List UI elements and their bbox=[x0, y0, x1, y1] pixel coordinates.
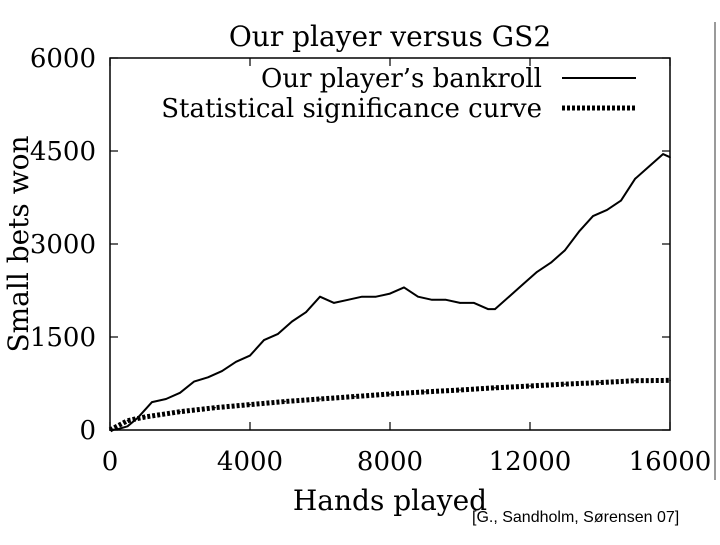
bankroll-point bbox=[417, 295, 419, 298]
y-tick-label: 1500 bbox=[30, 323, 96, 353]
bankroll-point bbox=[494, 308, 496, 310]
bankroll-point bbox=[249, 354, 251, 357]
significance-point bbox=[529, 385, 531, 387]
significance-point bbox=[389, 393, 391, 395]
significance-point bbox=[459, 389, 461, 391]
y-tick-label: 0 bbox=[79, 416, 96, 446]
legend-label-bankroll: Our player’s bankroll bbox=[261, 64, 542, 94]
bankroll-point bbox=[389, 292, 391, 295]
bankroll-point bbox=[648, 165, 650, 168]
bankroll-point bbox=[277, 333, 279, 335]
bankroll-point bbox=[165, 398, 167, 400]
bankroll-point bbox=[361, 295, 363, 298]
significance-point bbox=[424, 391, 426, 393]
bankroll-point bbox=[126, 425, 129, 428]
bankroll-point bbox=[291, 320, 293, 323]
bankroll-point bbox=[431, 299, 433, 301]
legend: Our player’s bankroll Statistical signif… bbox=[161, 64, 636, 124]
series-layer bbox=[108, 153, 671, 433]
y-tick-label: 3000 bbox=[30, 230, 96, 260]
bankroll-point bbox=[508, 295, 510, 298]
legend-label-significance: Statistical significance curve bbox=[161, 94, 542, 124]
bankroll-point bbox=[620, 199, 622, 202]
citation: [G., Sandholm, Sørensen 07] bbox=[472, 509, 680, 526]
significance-point bbox=[126, 419, 129, 422]
bankroll-point bbox=[263, 339, 265, 341]
significance-point bbox=[214, 406, 216, 409]
bankroll-point bbox=[522, 283, 524, 286]
y-tick-label: 6000 bbox=[30, 44, 96, 74]
series-line-bankroll bbox=[109, 153, 671, 431]
bankroll-point bbox=[578, 230, 580, 233]
bankroll-point bbox=[662, 153, 664, 155]
x-tick-label: 8000 bbox=[357, 447, 423, 477]
bankroll-point bbox=[564, 249, 566, 251]
chart-title: Our player versus GS2 bbox=[229, 20, 551, 53]
bankroll-point bbox=[305, 311, 307, 314]
significance-point bbox=[669, 379, 671, 382]
bankroll-point bbox=[151, 401, 153, 403]
significance-point bbox=[564, 383, 566, 385]
bankroll-point bbox=[221, 370, 223, 372]
significance-point bbox=[319, 398, 321, 400]
significance-point bbox=[284, 400, 286, 403]
bankroll-point bbox=[536, 271, 538, 273]
bankroll-point bbox=[347, 299, 349, 301]
bankroll-point bbox=[403, 286, 405, 289]
significance-point bbox=[599, 381, 601, 384]
bankroll-point bbox=[235, 361, 237, 363]
x-tick-label: 0 bbox=[102, 447, 119, 477]
bankroll-point bbox=[592, 215, 594, 217]
bankroll-point bbox=[634, 178, 636, 180]
significance-point bbox=[634, 379, 636, 382]
bankroll-point bbox=[473, 302, 475, 304]
significance-point bbox=[354, 395, 356, 398]
series-line-significance bbox=[108, 377, 671, 433]
bankroll-point bbox=[459, 302, 461, 304]
significance-point bbox=[179, 410, 181, 413]
x-tick-label: 12000 bbox=[489, 447, 572, 477]
significance-point bbox=[249, 403, 251, 406]
significance-point bbox=[494, 387, 496, 389]
x-tick-label: 16000 bbox=[629, 447, 712, 477]
bankroll-point bbox=[207, 376, 209, 379]
bankroll-point bbox=[333, 302, 335, 304]
bankroll-point bbox=[550, 261, 552, 264]
x-axis-label: Hands played bbox=[293, 484, 487, 517]
bankroll-point bbox=[179, 392, 181, 394]
significance-point bbox=[144, 416, 146, 418]
bankroll-point bbox=[319, 295, 321, 298]
y-tick-label: 4500 bbox=[30, 137, 96, 167]
bankroll-point bbox=[193, 380, 195, 383]
significance-point bbox=[109, 429, 111, 431]
bankroll-point bbox=[669, 156, 671, 158]
y-axis-label: Small bets won bbox=[2, 135, 35, 352]
bankroll-point bbox=[375, 295, 377, 298]
bankroll-point bbox=[487, 308, 489, 310]
right-edge-rule bbox=[714, 22, 716, 480]
x-tick-label: 4000 bbox=[217, 447, 283, 477]
bankroll-point bbox=[445, 299, 447, 301]
bankroll-point bbox=[606, 209, 608, 211]
axis-ticks: 0 4000 8000 12000 16000 0 1500 3000 4500 6000 bbox=[30, 44, 712, 477]
